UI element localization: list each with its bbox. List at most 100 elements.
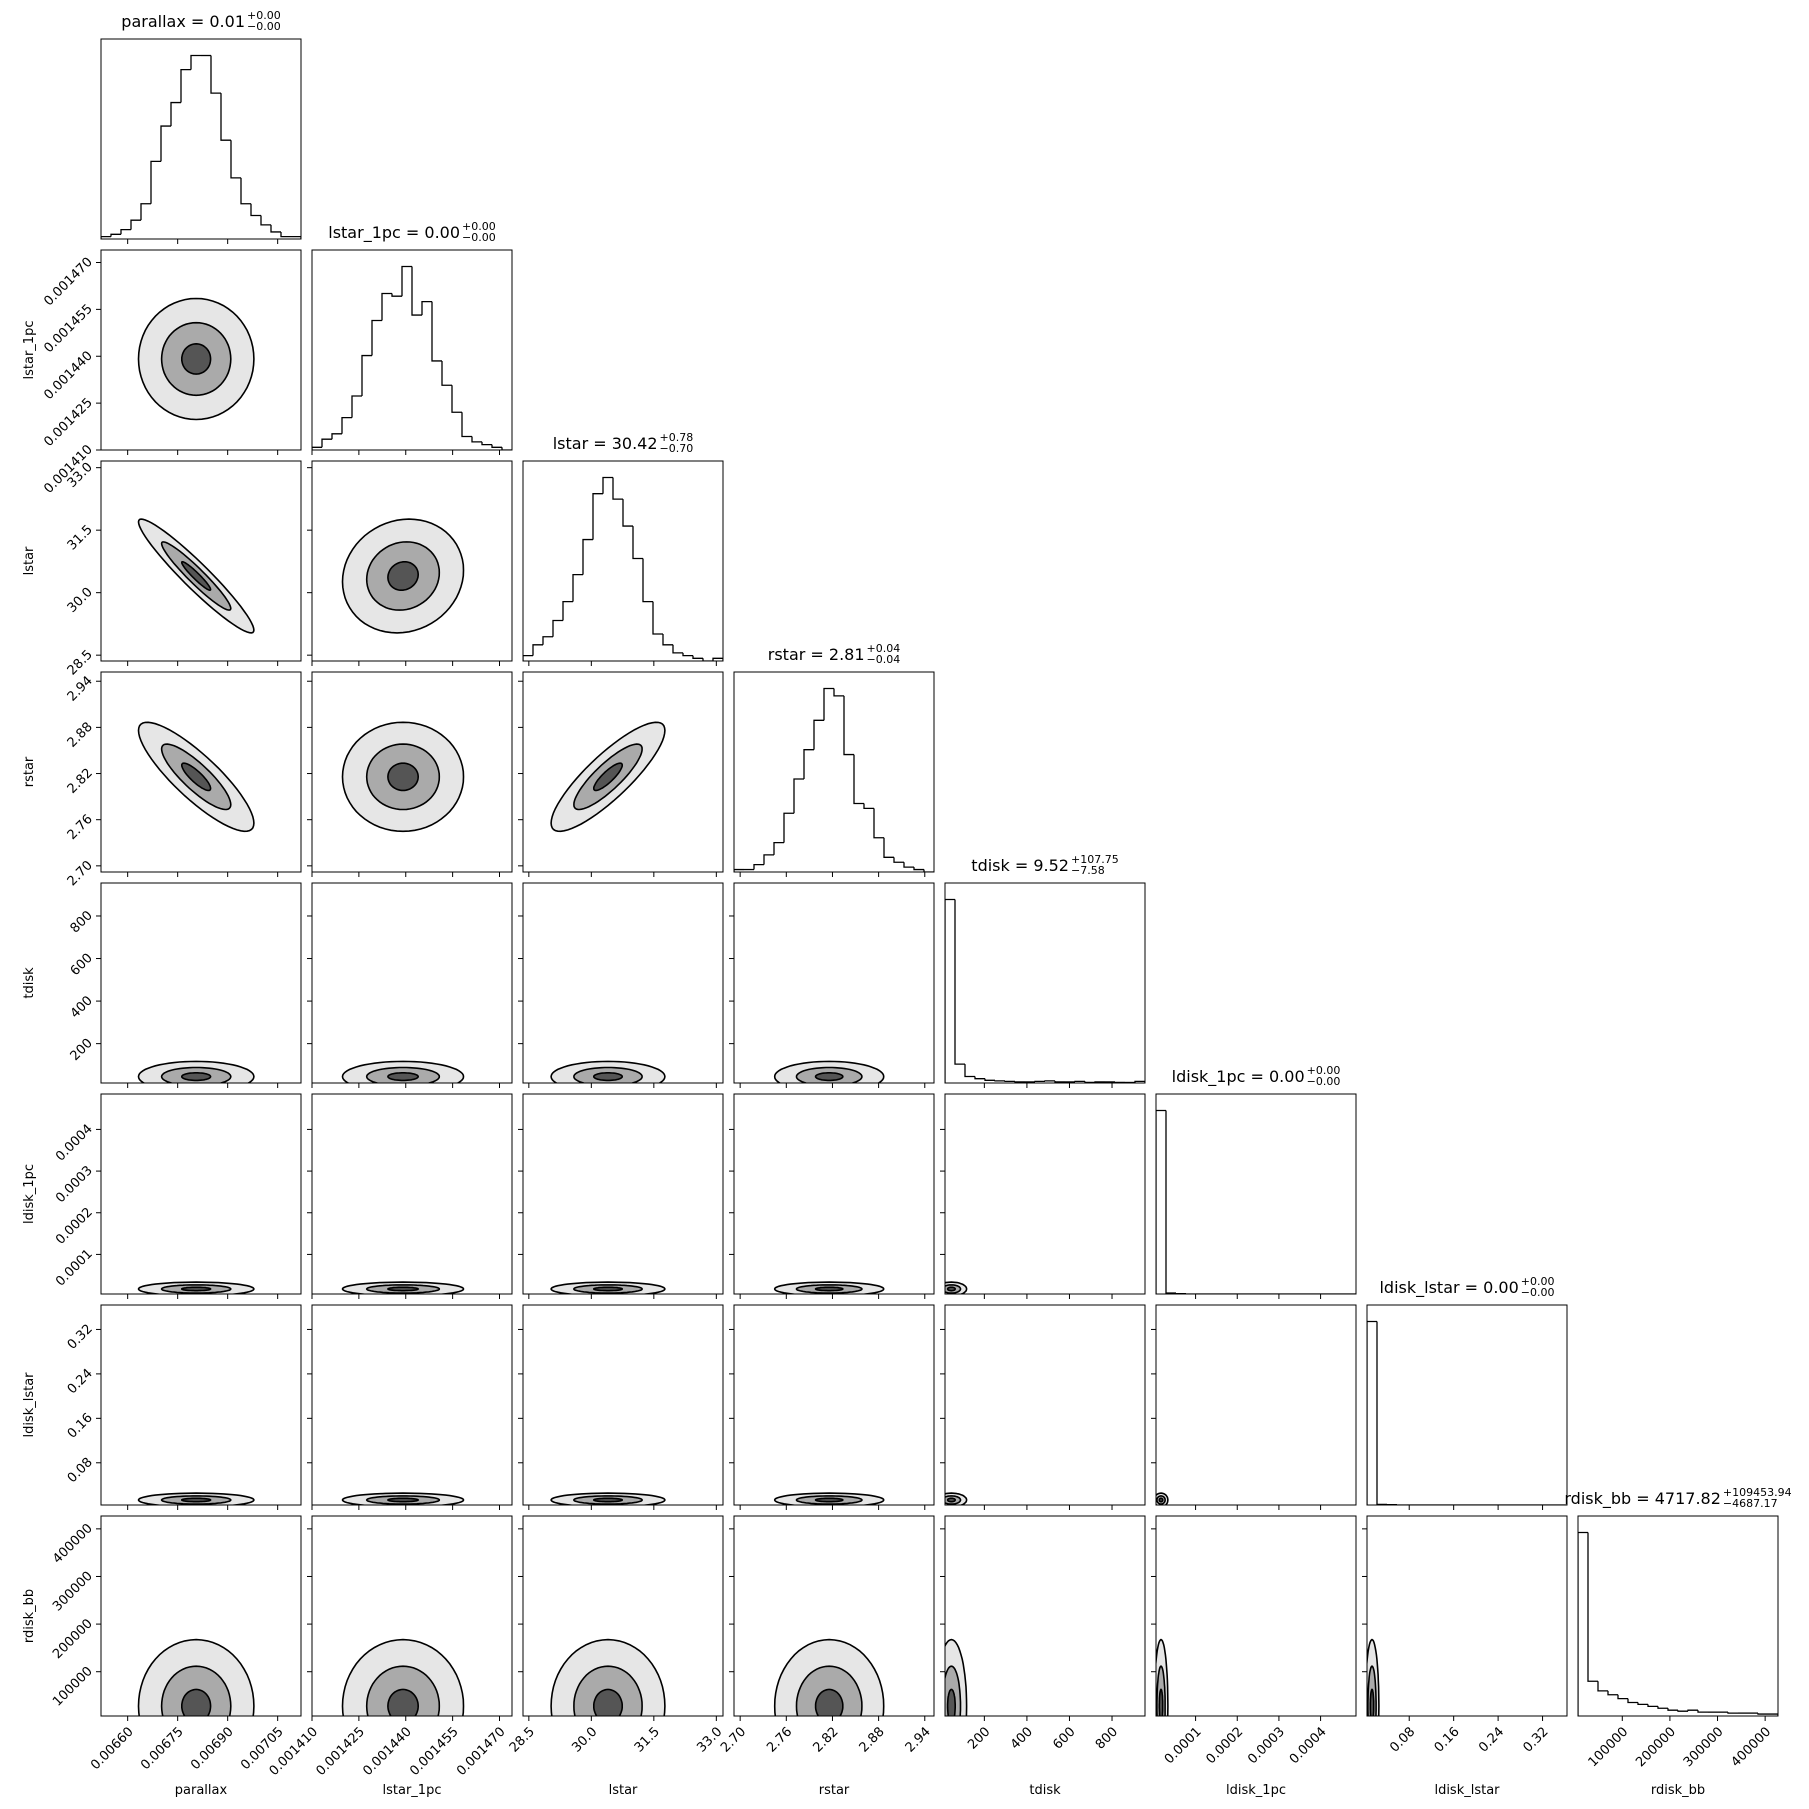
histogram-bin: [1074, 1080, 1085, 1083]
panel: [945, 1492, 968, 1505]
histogram-bin: [1014, 1081, 1025, 1083]
histogram-bin: [1587, 1532, 1598, 1682]
histogram-bin: [1677, 1710, 1688, 1712]
y-tick-label: 400: [68, 993, 96, 1021]
histogram-bin: [1004, 1080, 1015, 1083]
panel-frame: [733, 1093, 935, 1295]
x-tick-label: 2.94: [903, 1724, 934, 1755]
title-upper: +0.04: [867, 642, 901, 655]
density-contour: [593, 762, 623, 792]
panel-frame: [100, 1515, 302, 1717]
panel-frame: [733, 671, 935, 873]
x-tick-label: 0.00660: [88, 1724, 137, 1773]
x-tick-label: 0.0002: [1204, 1724, 1247, 1767]
density-contour: [1369, 1688, 1375, 1716]
panel-frame: [100, 882, 302, 1084]
y-tick-label: 200000: [50, 1616, 96, 1662]
density-contour: [593, 1688, 623, 1716]
panel-frame: [100, 1093, 302, 1295]
histogram-bin: [312, 446, 322, 450]
density-contour: [181, 1688, 212, 1716]
panel: [137, 1060, 255, 1083]
panel: [945, 1281, 968, 1294]
density-contour: [814, 1286, 844, 1292]
y-tick-label: 600: [68, 951, 96, 979]
histogram-bin: [451, 385, 462, 413]
histogram-bin: [632, 526, 643, 560]
y-tick-label: 30.0: [65, 585, 96, 616]
density-contour: [814, 1497, 844, 1503]
title-upper: +109453.94: [1723, 1486, 1792, 1499]
x-axis-label: lstar_1pc: [383, 1783, 442, 1798]
histogram-bin: [1727, 1712, 1738, 1714]
y-tick-label: 0.08: [65, 1455, 96, 1486]
histogram-bin: [974, 1076, 985, 1080]
panel-frame: [311, 1515, 513, 1717]
y-tick-label: 100000: [50, 1664, 96, 1710]
density-contour: [814, 1688, 844, 1716]
panel: [1156, 1492, 1169, 1505]
histogram-bin: [964, 1064, 975, 1078]
histogram-bin: [1054, 1080, 1065, 1083]
x-tick-label: 0.32: [1521, 1724, 1552, 1755]
panel: [137, 518, 255, 634]
panel: [773, 1060, 885, 1083]
histogram-bin: [1627, 1698, 1638, 1704]
histogram-bin: [642, 558, 653, 603]
panel-frame: [100, 1304, 302, 1506]
x-tick-label: 2.70: [718, 1724, 749, 1755]
histogram-bin: [501, 447, 512, 450]
panel-frame: [1577, 1515, 1779, 1717]
density-contour: [946, 1497, 956, 1503]
x-axis-label: lstar: [609, 1783, 638, 1798]
panel-frame: [1155, 1515, 1357, 1717]
x-tick-label: 200000: [1633, 1724, 1679, 1770]
density-contour: [181, 561, 212, 591]
density-contour: [593, 1497, 623, 1503]
density-contour: [946, 1286, 956, 1292]
histogram-bin: [1094, 1081, 1105, 1083]
histogram-bin: [140, 203, 151, 221]
histogram-bin: [903, 862, 914, 868]
x-tick-label: 200: [965, 1724, 993, 1752]
x-tick-label: 0.0001: [1162, 1724, 1205, 1767]
histogram-bin: [793, 778, 804, 814]
histogram-bin: [1165, 1110, 1176, 1294]
histogram-bin: [823, 687, 834, 721]
panel-frame: [944, 1515, 1146, 1717]
x-tick-label: 400: [1008, 1724, 1036, 1752]
x-tick-label: 800: [1093, 1724, 1121, 1752]
panel: [773, 1638, 885, 1716]
histogram-bin: [853, 754, 864, 805]
histogram-bin: [381, 292, 392, 321]
panel-frame: [1155, 1093, 1357, 1295]
y-tick-label: 2.76: [65, 812, 96, 843]
panel-frame: [311, 460, 513, 662]
y-tick-label: 28.5: [65, 647, 96, 678]
histogram-bin: [240, 177, 251, 205]
y-tick-label: 31.5: [65, 522, 96, 553]
y-tick-label: 2.82: [65, 766, 96, 797]
histogram-bin: [260, 215, 271, 226]
panel: [341, 721, 465, 833]
x-tick-label: 31.5: [632, 1724, 663, 1755]
histogram-bin: [612, 477, 623, 500]
y-tick-label: 0.16: [65, 1411, 96, 1442]
y-tick-label: 0.0001: [53, 1247, 96, 1290]
histogram-bin: [532, 644, 543, 656]
x-tick-label: 0.001455: [407, 1724, 461, 1778]
panel: [523, 476, 723, 661]
y-axis-label: rdisk_bb: [22, 1589, 37, 1643]
panel: [1578, 1531, 1778, 1716]
panel: [773, 1281, 885, 1294]
histogram-bin: [371, 319, 382, 356]
histogram-bin: [945, 898, 955, 1083]
density-contour: [814, 1072, 844, 1082]
x-axis-label: ldisk_lstar: [1434, 1783, 1500, 1798]
panel-frame: [311, 1304, 513, 1506]
histogram-bin: [150, 160, 161, 204]
panel-frame: [100, 460, 302, 662]
x-tick-label: 0.001440: [360, 1724, 414, 1778]
histogram-bin: [1156, 1109, 1166, 1294]
